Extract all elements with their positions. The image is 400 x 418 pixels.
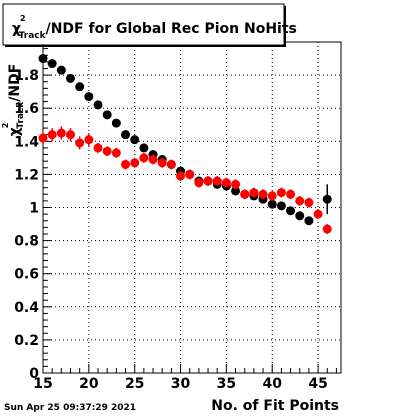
data-point [38,54,48,64]
series-group [38,126,332,234]
y-tick-label: 1.6 [14,101,39,117]
data-point [84,92,94,102]
data-point [75,138,85,148]
x-axis: 15 20 25 30 35 40 45 [33,364,337,392]
title-chi: χ [12,21,21,37]
data-point [157,158,167,168]
title-sub: Track [19,31,47,41]
data-point [322,224,332,234]
series-group [38,54,332,226]
data-point [102,146,112,156]
data-point [286,206,296,216]
data-point [66,130,76,140]
y-tick-label: 1 [29,201,39,217]
data-point [130,135,140,145]
data-point [240,189,250,199]
data-point [176,171,186,181]
x-tick-label: 45 [308,376,327,392]
title-box: χ2 Track/NDF for Global Rec Pion NoHits [2,3,297,47]
data-point [121,130,131,140]
y-axis: 0 0.2 0.4 0.6 0.8 1 1.2 1.4 1.6 1.8 [14,41,52,382]
ylabel-rest: /NDF [7,64,23,102]
data-point [93,143,103,153]
data-series [38,54,332,234]
data-point [313,209,323,219]
data-point [231,186,241,196]
chart-title: χ2 Track/NDF for Global Rec Pion NoHits [12,14,297,41]
title-box-shadow-right [284,6,286,47]
ylabel-chi: χ [7,127,23,136]
data-point [47,130,57,140]
data-point [322,194,332,204]
title-rest: /NDF for Global Rec Pion NoHits [46,21,297,37]
data-point [130,158,140,168]
data-point [258,189,268,199]
data-point [66,73,76,83]
y-tick-label: 0.2 [14,333,39,349]
data-point [148,155,158,165]
data-point [185,169,195,179]
y-tick-label: 0.4 [14,300,39,316]
x-axis-title: No. of Fit Points [211,398,339,414]
data-point [93,100,103,110]
y-tick-label: 1.8 [14,68,39,84]
data-point [221,178,231,188]
x-tick-label: 20 [79,376,99,392]
data-point [286,189,296,199]
data-point [84,135,94,145]
y-tick-label: 0.6 [14,267,39,283]
data-point [212,176,222,186]
data-point [276,188,286,198]
data-point [139,143,149,153]
data-point [267,191,277,201]
data-point [38,133,48,143]
data-point [295,196,305,206]
title-sup: 2 [20,14,26,23]
data-point [203,176,213,186]
data-point [249,188,259,198]
data-point [194,178,204,188]
data-point [121,159,131,169]
y-axis-title: χ2 Track/NDF [1,64,26,137]
x-tick-label: 30 [171,376,191,392]
ylabel-sup: 2 [1,123,10,129]
data-point [111,118,121,128]
y-tick-label: 0.8 [14,234,39,250]
y-tick-label: 1.2 [14,167,39,183]
data-point [166,159,176,169]
data-point [231,179,241,189]
data-point [276,201,286,211]
title-box-shadow-bottom [5,45,286,47]
data-point [47,59,57,69]
data-point [267,199,277,209]
x-tick-label: 25 [125,376,144,392]
data-point [304,216,314,226]
y-tick-label: 1.4 [14,134,39,150]
data-point [102,110,112,120]
y-tick-label: 0 [29,366,39,382]
x-tick-label: 40 [262,376,282,392]
ylabel-sub: Track [16,101,26,129]
data-point [111,148,121,158]
data-point [304,198,314,208]
data-point [75,82,85,92]
title-box-frame [2,3,285,46]
data-point [295,211,305,221]
x-tick-label: 35 [217,376,236,392]
timestamp: Sun Apr 25 09:37:29 2021 [4,403,136,413]
x-tick-label: 15 [33,376,52,392]
data-point [56,128,66,138]
data-point [139,153,149,163]
data-point [56,65,66,75]
